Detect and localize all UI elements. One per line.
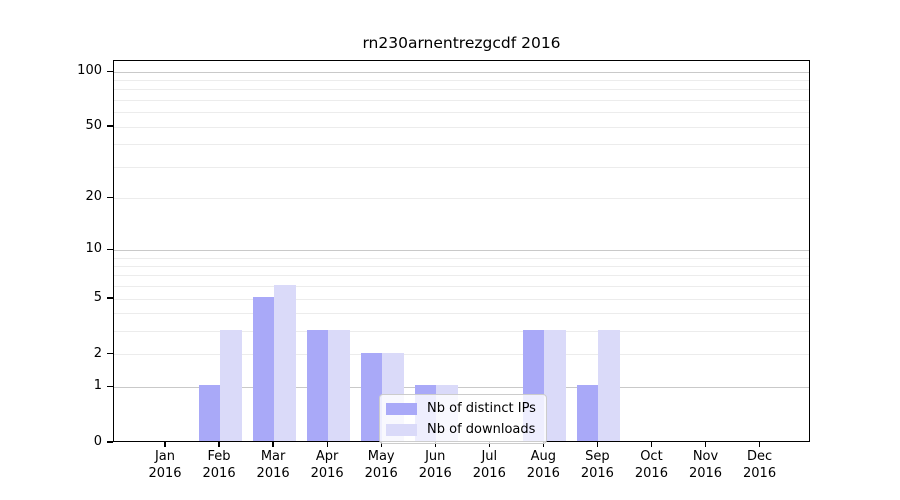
bar-sep-downloads [598, 329, 620, 441]
bar-mar-distinct-ips [252, 297, 275, 441]
x-tick-mark [758, 442, 761, 447]
y-tick-mark [107, 125, 113, 127]
x-tick-mark [164, 442, 166, 447]
x-tick-label-mar: Mar 2016 [256, 449, 290, 481]
minor-gridline [114, 265, 809, 267]
y-tick-mark [107, 70, 113, 72]
x-tick-label-oct: Oct 2016 [634, 449, 668, 481]
legend-label-downloads: Nb of downloads [427, 422, 536, 437]
bar-sep-distinct-ips [576, 385, 599, 441]
x-tick-mark [326, 442, 328, 447]
bar-apr-downloads [328, 329, 350, 441]
y-tick-mark [107, 385, 113, 387]
x-tick-label-jul: Jul 2016 [472, 449, 506, 481]
major-gridline [114, 386, 809, 388]
x-tick-label-sep: Sep 2016 [580, 449, 614, 481]
y-tick-mark [107, 353, 113, 355]
y-tick-label-5: 5 [93, 290, 102, 306]
bar-may-distinct-ips [360, 352, 383, 441]
minor-gridline [114, 331, 809, 333]
minor-gridline [114, 144, 809, 146]
y-tick-label-1: 1 [93, 378, 102, 394]
x-tick-label-dec: Dec 2016 [743, 449, 777, 481]
y-tick-label-20: 20 [85, 189, 102, 205]
y-tick-label-50: 50 [85, 118, 102, 134]
minor-gridline [114, 275, 809, 277]
x-tick-label-aug: Aug 2016 [526, 449, 560, 481]
bar-apr-distinct-ips [306, 329, 329, 441]
major-gridline [114, 71, 809, 73]
minor-gridline [114, 126, 809, 128]
minor-gridline [114, 286, 809, 288]
y-tick-mark [107, 441, 113, 443]
legend-swatch-distinct-ips [386, 402, 417, 415]
x-tick-mark [272, 442, 274, 447]
minor-gridline [114, 298, 809, 300]
minor-gridline [114, 354, 809, 356]
legend-entry-distinct-ips: Nb of distinct IPs [386, 401, 536, 416]
bar-aug-downloads [544, 329, 566, 441]
minor-gridline [114, 197, 809, 199]
x-tick-mark [488, 442, 490, 447]
x-tick-mark [704, 442, 707, 447]
x-tick-label-feb: Feb 2016 [202, 449, 236, 481]
x-tick-label-jan: Jan 2016 [148, 449, 182, 481]
minor-gridline [114, 257, 809, 259]
minor-gridline [114, 80, 809, 82]
minor-gridline [114, 313, 809, 315]
y-tick-label-100: 100 [77, 63, 102, 79]
bar-feb-distinct-ips [198, 385, 221, 441]
legend-entry-downloads: Nb of downloads [386, 422, 536, 437]
x-tick-label-nov: Nov 2016 [688, 449, 723, 481]
major-gridline [114, 249, 809, 251]
chart-title: rn230arnentrezgcdf 2016 [362, 34, 561, 52]
x-tick-mark [542, 442, 544, 447]
x-tick-mark [596, 442, 599, 447]
legend-label-distinct-ips: Nb of distinct IPs [427, 401, 536, 416]
bar-feb-downloads [220, 329, 242, 441]
x-tick-mark [380, 442, 382, 447]
bar-mar-downloads [274, 284, 296, 441]
minor-gridline [114, 112, 809, 114]
legend-swatch-downloads [386, 423, 417, 436]
x-tick-label-may: May 2016 [364, 449, 398, 481]
y-tick-mark [107, 196, 113, 199]
legend: Nb of distinct IPs Nb of downloads [379, 394, 547, 444]
minor-gridline [114, 100, 809, 102]
plot-area: Nb of distinct IPs Nb of downloads [113, 60, 810, 444]
x-tick-mark [218, 442, 220, 447]
minor-gridline [114, 89, 809, 91]
x-tick-label-jun: Jun 2016 [418, 449, 452, 481]
y-tick-label-2: 2 [93, 345, 102, 361]
y-tick-label-0: 0 [93, 434, 102, 449]
y-tick-mark [107, 248, 113, 250]
minor-gridline [114, 166, 809, 168]
y-tick-mark [107, 297, 113, 299]
y-tick-label-10: 10 [85, 241, 102, 257]
x-tick-mark [650, 442, 653, 447]
x-tick-label-apr: Apr 2016 [310, 449, 344, 481]
x-tick-mark [434, 442, 436, 447]
